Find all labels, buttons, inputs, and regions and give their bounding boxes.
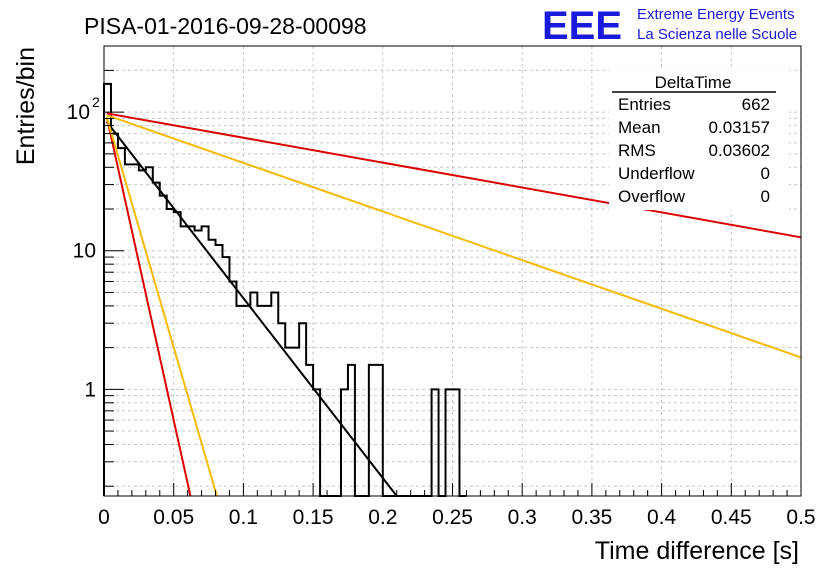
axis-ticks <box>103 45 802 496</box>
y-tick-label-exponent: 2 <box>92 94 100 110</box>
stats-label: Underflow <box>618 164 695 183</box>
stats-value: 0 <box>761 187 770 206</box>
fit-curve-4 <box>105 116 192 497</box>
x-tick-label: 0.1 <box>229 506 258 529</box>
run-title: PISA-01-2016-09-28-00098 <box>84 13 367 39</box>
x-tick-label: 0.45 <box>711 506 752 529</box>
fit-curve-2 <box>106 112 802 239</box>
stats-title: DeltaTime <box>655 73 732 92</box>
stats-box-background <box>609 70 789 210</box>
y-tick-label: 1 <box>84 378 96 401</box>
x-tick-label: 0.2 <box>368 506 397 529</box>
x-tick-labels: 0 0.05 0.1 0.15 0.2 0.25 0.3 0.35 0.4 0.45 0.5 <box>98 506 815 529</box>
eee-logo: EEE Extreme Energy Events La Scienza nel… <box>542 4 797 48</box>
stats-label: Entries <box>618 95 671 114</box>
y-tick-label: 10 <box>73 240 96 263</box>
y-tick-label: 10 <box>67 101 90 124</box>
fit-curve-1 <box>105 121 398 497</box>
x-tick-label: 0.3 <box>508 506 537 529</box>
x-tick-label: 0.05 <box>153 506 194 529</box>
x-tick-label: 0.15 <box>293 506 334 529</box>
fit-curve-5 <box>105 116 218 497</box>
stats-value: 0.03602 <box>709 141 770 160</box>
x-tick-label: 0.4 <box>647 506 677 529</box>
x-tick-label: 0.35 <box>571 506 612 529</box>
x-tick-label: 0.25 <box>432 506 473 529</box>
stats-rows: Entries 662 Mean 0.03157 RMS 0.03602 Underflow… <box>618 95 770 206</box>
logo-line-1: Extreme Energy Events <box>637 6 795 23</box>
x-tick-label: 0 <box>98 506 110 529</box>
stats-label: Overflow <box>618 187 686 206</box>
stats-label: Mean <box>618 118 661 137</box>
stats-value: 662 <box>742 95 770 114</box>
y-axis-label: Entries/bin <box>12 47 40 165</box>
fit-curves <box>105 112 802 497</box>
stats-label: RMS <box>618 141 656 160</box>
logo-line-2: La Scienza nelle Scuole <box>637 26 797 43</box>
x-tick-label: 0.5 <box>786 506 815 529</box>
stats-value: 0 <box>761 164 770 183</box>
logo-mark: EEE <box>542 4 622 48</box>
fit-curve-3 <box>106 114 802 359</box>
stats-value: 0.03157 <box>709 118 770 137</box>
x-axis-label: Time difference [s] <box>595 537 799 565</box>
stats-box: DeltaTime Entries 662 Mean 0.03157 RMS 0.0360… <box>609 70 789 210</box>
